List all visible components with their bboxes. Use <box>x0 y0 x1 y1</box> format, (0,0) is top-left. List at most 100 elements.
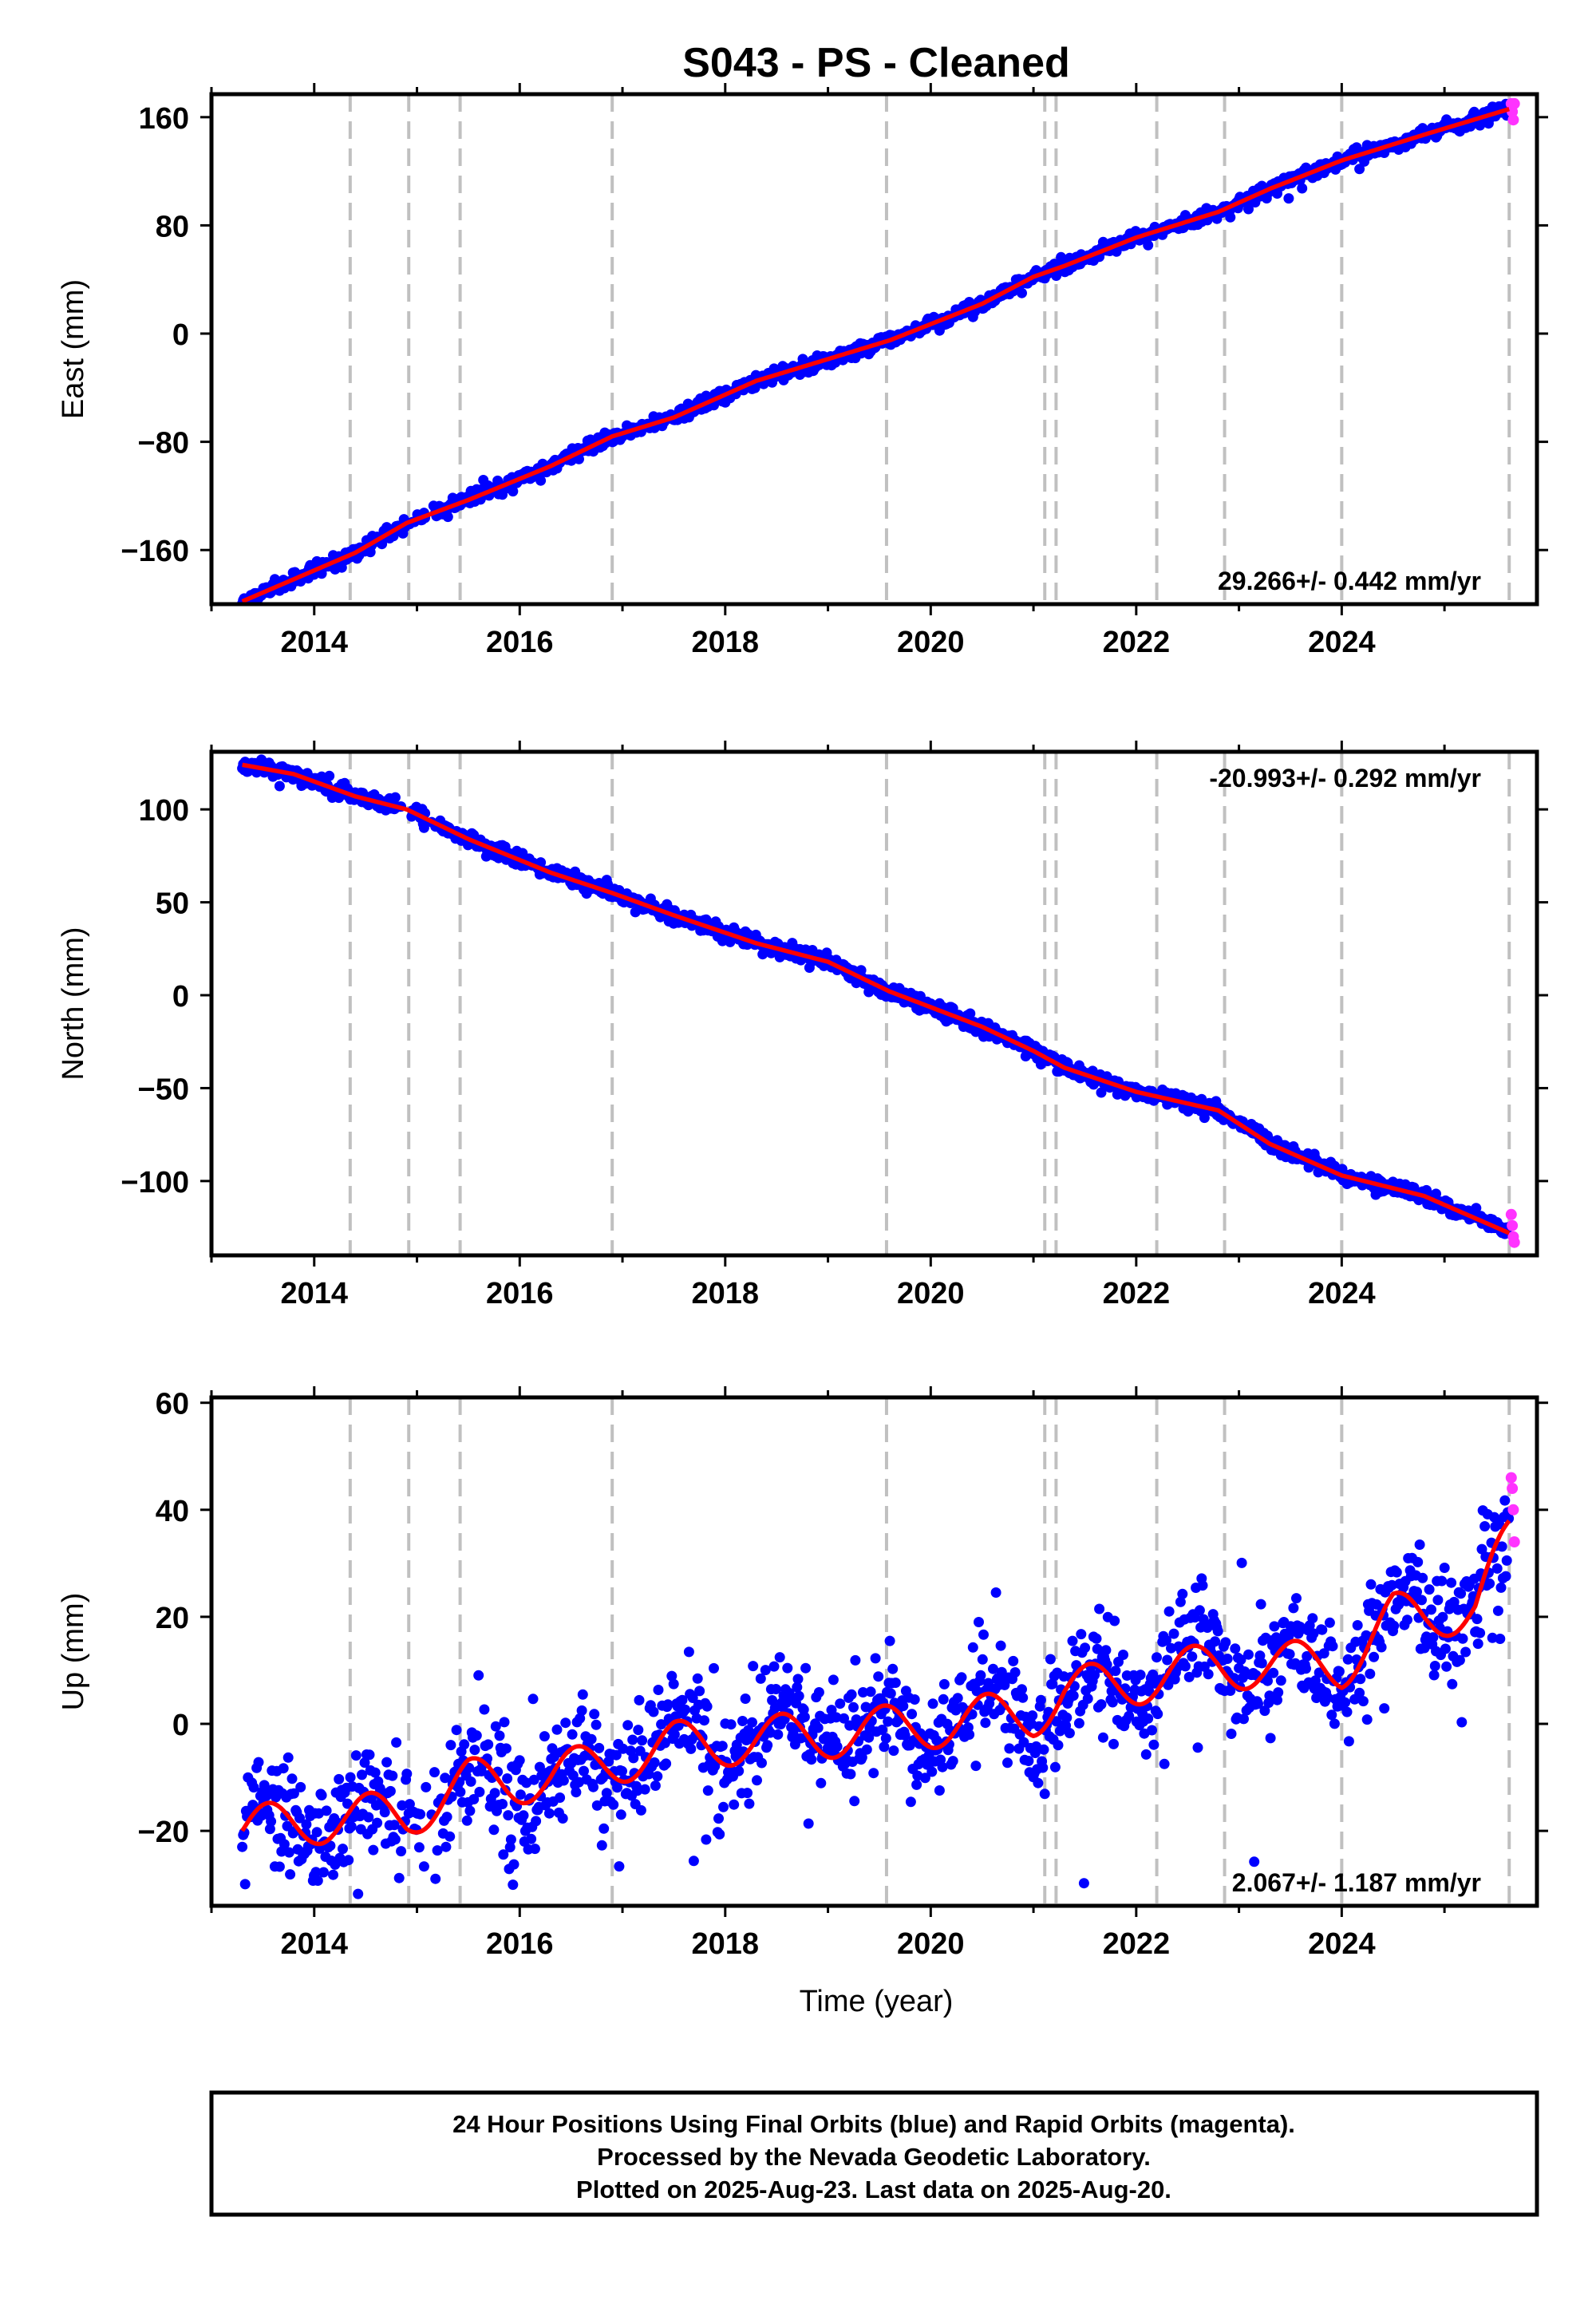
up-point-95 <box>328 1869 338 1880</box>
north-y-axis-label: North (mm) <box>57 927 90 1080</box>
north-y-tick-label-3: 50 <box>156 887 189 921</box>
up-x-tick-label-0: 2014 <box>280 1927 348 1961</box>
up-point-656 <box>887 1663 899 1674</box>
up-point-915 <box>1135 1670 1146 1681</box>
up-point-888 <box>1109 1615 1120 1626</box>
up-point-254 <box>503 1810 514 1821</box>
up-point-1291 <box>1495 1634 1506 1644</box>
up-point-510 <box>748 1661 759 1672</box>
up-point-364 <box>608 1799 619 1810</box>
up-point-538 <box>774 1652 785 1663</box>
up-point-344 <box>589 1709 600 1720</box>
up-point-802 <box>1027 1710 1038 1721</box>
up-point-681 <box>911 1779 922 1790</box>
up-x-tick-label-3: 2020 <box>897 1927 965 1961</box>
up-point-509 <box>747 1717 757 1728</box>
up-point-1078 <box>1291 1593 1302 1604</box>
up-point-151 <box>381 1757 393 1768</box>
up-point-419 <box>661 1758 672 1769</box>
up-point-1041 <box>1255 1599 1266 1610</box>
up-rapid-point-1 <box>1507 1483 1519 1494</box>
up-point-889 <box>1110 1666 1121 1677</box>
up-point-950 <box>1168 1628 1179 1639</box>
up-point-0 <box>237 1841 248 1852</box>
x-axis-label: Time (year) <box>800 1985 954 2018</box>
up-point-111 <box>343 1855 354 1866</box>
up-point-1207 <box>1414 1539 1425 1550</box>
north-x-tick-label-3: 2020 <box>897 1277 965 1310</box>
north-x-tick-label-5: 2024 <box>1308 1277 1376 1310</box>
up-point-1298 <box>1501 1555 1512 1566</box>
up-point-233 <box>483 1739 494 1750</box>
north-x-tick-label-0: 2014 <box>280 1277 348 1310</box>
up-point-504 <box>742 1788 753 1799</box>
up-point-1113 <box>1324 1617 1335 1628</box>
up-point-245 <box>494 1730 505 1741</box>
up-x-tick-label-5: 2024 <box>1308 1927 1376 1961</box>
up-point-1071 <box>1284 1649 1295 1660</box>
up-point-856 <box>1078 1878 1089 1889</box>
up-point-1231 <box>1437 1611 1448 1622</box>
up-point-1210 <box>1417 1572 1428 1583</box>
up-point-1156 <box>1365 1579 1377 1590</box>
up-point-1129 <box>1340 1697 1351 1708</box>
up-point-88 <box>321 1805 332 1816</box>
up-point-52 <box>286 1773 298 1784</box>
east-y-tick-label-2: 0 <box>172 318 189 352</box>
up-point-613 <box>846 1689 857 1700</box>
up-point-1118 <box>1329 1718 1340 1729</box>
north-y-tick-label-0: −100 <box>120 1166 189 1199</box>
up-point-379 <box>622 1720 634 1731</box>
up-y-tick-label-0: −20 <box>138 1816 189 1849</box>
up-point-479 <box>718 1801 729 1812</box>
up-point-180 <box>429 1767 440 1778</box>
up-point-229 <box>479 1704 490 1715</box>
up-point-161 <box>391 1737 402 1748</box>
up-point-838 <box>1061 1712 1073 1723</box>
up-point-332 <box>577 1689 588 1700</box>
up-point-872 <box>1094 1603 1105 1614</box>
up-point-39 <box>274 1861 285 1872</box>
up-point-311 <box>557 1813 568 1824</box>
east-x-tick-label-0: 2014 <box>280 626 348 659</box>
up-point-478 <box>717 1741 728 1752</box>
up-point-321 <box>567 1729 578 1740</box>
up-point-397 <box>639 1784 650 1795</box>
up-point-223 <box>473 1670 484 1681</box>
up-point-811 <box>1035 1694 1046 1705</box>
up-point-181 <box>430 1873 441 1884</box>
up-point-50 <box>285 1869 296 1880</box>
up-point-1251 <box>1456 1717 1468 1728</box>
up-point-445 <box>685 1743 697 1754</box>
up-point-3 <box>239 1879 251 1890</box>
up-point-1240 <box>1446 1577 1457 1588</box>
up-point-1142 <box>1352 1620 1363 1630</box>
up-point-193 <box>444 1831 456 1842</box>
up-point-977 <box>1194 1605 1205 1616</box>
east-frame <box>209 92 1539 607</box>
up-point-114 <box>346 1821 357 1832</box>
up-point-532 <box>768 1661 780 1672</box>
up-point-305 <box>551 1724 563 1735</box>
up-y-tick-label-3: 40 <box>156 1495 189 1528</box>
up-point-857 <box>1080 1642 1091 1654</box>
up-point-679 <box>909 1694 920 1705</box>
up-panel: 2014 2016 2018 2020 2022 2024 −20 0 20 40 60 Up (mm… <box>57 1386 1548 1961</box>
up-point-1194 <box>1402 1614 1412 1626</box>
up-point-736 <box>964 1729 975 1740</box>
up-point-1296 <box>1499 1495 1511 1506</box>
east-rate-label: 29.266+/- 0.442 mm/yr <box>1218 567 1481 595</box>
up-point-79 <box>312 1875 323 1886</box>
up-point-962 <box>1179 1661 1191 1672</box>
east-points <box>237 97 1520 604</box>
up-point-253 <box>502 1773 513 1784</box>
up-point-1054 <box>1268 1667 1279 1678</box>
up-point-240 <box>489 1788 500 1799</box>
up-point-78 <box>311 1827 322 1838</box>
up-point-743 <box>970 1761 982 1772</box>
up-point-462 <box>701 1701 713 1712</box>
up-point-454 <box>694 1686 705 1697</box>
up-point-629 <box>861 1744 872 1755</box>
up-point-633 <box>865 1686 876 1697</box>
